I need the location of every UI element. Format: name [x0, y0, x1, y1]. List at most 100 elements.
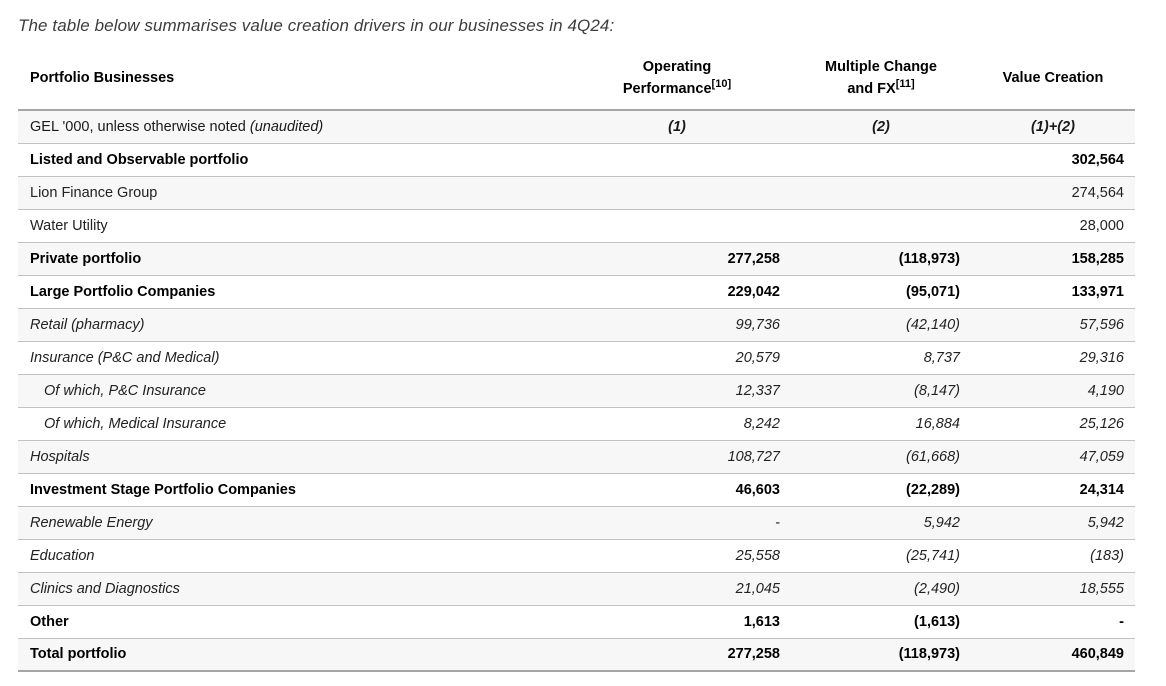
header-row: Portfolio Businesses Operating Performan…: [18, 52, 1135, 111]
table-row: Total portfolio 277,258 (118,973) 460,849: [18, 638, 1135, 672]
cell-operating-performance: 108,727: [563, 440, 791, 474]
cell-business-label: Private portfolio: [18, 242, 563, 276]
table-row: Clinics and Diagnostics 21,045 (2,490) 18,5…: [18, 572, 1135, 606]
cell-multiple-change-fx: 5,942: [791, 506, 971, 540]
cell-multiple-change-fx: [791, 143, 971, 177]
cell-operating-performance: [563, 143, 791, 177]
cell-operating-performance: 46,603: [563, 473, 791, 507]
units-row: GEL '000, unless otherwise noted (unaudi…: [18, 110, 1135, 144]
table-row: Of which, P&C Insurance 12,337 (8,147) 4,19…: [18, 374, 1135, 408]
table-row: Education 25,558 (25,741) (183): [18, 539, 1135, 573]
header-portfolio-businesses: Portfolio Businesses: [18, 52, 563, 111]
header-multiple-change-fx: Multiple Change and FX[11]: [791, 52, 971, 111]
cell-value-creation: 274,564: [971, 176, 1135, 210]
header-value-creation-label: Value Creation: [1002, 69, 1104, 86]
cell-multiple-change-fx: (22,289): [791, 473, 971, 507]
cell-business-label: Education: [18, 539, 563, 573]
cell-operating-performance: -: [563, 506, 791, 540]
footnote-ref-11: [11]: [895, 77, 915, 90]
header-operating-line1: Operating: [642, 59, 712, 76]
cell-value-creation: 460,849: [971, 638, 1135, 672]
header-value-creation: Value Creation: [971, 52, 1135, 111]
cell-business-label: Lion Finance Group: [18, 176, 563, 210]
table-body: GEL '000, unless otherwise noted (unaudi…: [18, 110, 1135, 672]
cell-business-label: Of which, Medical Insurance: [18, 407, 563, 441]
cell-multiple-change-fx: (1,613): [791, 605, 971, 639]
cell-business-label: Large Portfolio Companies: [18, 275, 563, 309]
cell-units-label: GEL '000, unless otherwise noted (unaudi…: [18, 110, 563, 144]
cell-business-label: Clinics and Diagnostics: [18, 572, 563, 606]
cell-operating-performance: 1,613: [563, 605, 791, 639]
table-row: Large Portfolio Companies 229,042 (95,071)…: [18, 275, 1135, 309]
header-portfolio-businesses-label: Portfolio Businesses: [30, 69, 175, 86]
cell-business-label: Investment Stage Portfolio Companies: [18, 473, 563, 507]
units-label-text: GEL '000, unless otherwise noted: [30, 118, 250, 135]
cell-multiple-change-fx: (118,973): [791, 242, 971, 276]
cell-value-creation: 25,126: [971, 407, 1135, 441]
cell-business-label: Insurance (P&C and Medical): [18, 341, 563, 375]
cell-multiple-change-fx: 8,737: [791, 341, 971, 375]
cell-value-creation: 47,059: [971, 440, 1135, 474]
table-header: Portfolio Businesses Operating Performan…: [18, 52, 1135, 111]
table-row: Renewable Energy -5,942 5,942: [18, 506, 1135, 540]
value-creation-table: Portfolio Businesses Operating Performan…: [18, 52, 1135, 672]
cell-value-creation: 133,971: [971, 275, 1135, 309]
cell-value-creation: 57,596: [971, 308, 1135, 342]
cell-business-label: Listed and Observable portfolio: [18, 143, 563, 177]
cell-col3-key: (1)+(2): [971, 110, 1135, 144]
table-row: Insurance (P&C and Medical) 20,579 8,737 29…: [18, 341, 1135, 375]
table-row: Listed and Observable portfolio 302,564: [18, 143, 1135, 177]
cell-col2-key: (2): [791, 110, 971, 144]
table-row: Of which, Medical Insurance 8,242 16,884 25…: [18, 407, 1135, 441]
cell-operating-performance: [563, 209, 791, 243]
cell-value-creation: 158,285: [971, 242, 1135, 276]
cell-business-label: Other: [18, 605, 563, 639]
cell-business-label: Water Utility: [18, 209, 563, 243]
header-operating-line2: Performance: [622, 80, 712, 97]
cell-operating-performance: 12,337: [563, 374, 791, 408]
cell-multiple-change-fx: 16,884: [791, 407, 971, 441]
footnote-ref-10: [10]: [711, 77, 732, 90]
cell-business-label: Total portfolio: [18, 638, 563, 672]
cell-multiple-change-fx: (42,140): [791, 308, 971, 342]
cell-operating-performance: 99,736: [563, 308, 791, 342]
cell-operating-performance: 8,242: [563, 407, 791, 441]
cell-operating-performance: 277,258: [563, 242, 791, 276]
table-row: Investment Stage Portfolio Companies 46,6…: [18, 473, 1135, 507]
cell-operating-performance: 229,042: [563, 275, 791, 309]
cell-value-creation: 302,564: [971, 143, 1135, 177]
cell-value-creation: 18,555: [971, 572, 1135, 606]
units-unaudited-note: (unaudited): [249, 118, 324, 135]
cell-multiple-change-fx: [791, 209, 971, 243]
cell-multiple-change-fx: (95,071): [791, 275, 971, 309]
table-row: Retail (pharmacy) 99,736 (42,140) 57,596: [18, 308, 1135, 342]
cell-multiple-change-fx: (61,668): [791, 440, 971, 474]
cell-value-creation: 5,942: [971, 506, 1135, 540]
cell-business-label: Hospitals: [18, 440, 563, 474]
cell-operating-performance: [563, 176, 791, 210]
cell-value-creation: -: [971, 605, 1135, 639]
cell-operating-performance: 25,558: [563, 539, 791, 573]
intro-text: The table below summarises value creatio…: [18, 16, 615, 35]
cell-multiple-change-fx: (25,741): [791, 539, 971, 573]
cell-value-creation: 4,190: [971, 374, 1135, 408]
cell-business-label: Retail (pharmacy): [18, 308, 563, 342]
table-row: Other 1,613 (1,613) -: [18, 605, 1135, 639]
cell-value-creation: 24,314: [971, 473, 1135, 507]
cell-value-creation: (183): [971, 539, 1135, 573]
cell-value-creation: 29,316: [971, 341, 1135, 375]
table-row: Private portfolio 277,258 (118,973) 158,285: [18, 242, 1135, 276]
cell-multiple-change-fx: (118,973): [791, 638, 971, 672]
cell-operating-performance: 20,579: [563, 341, 791, 375]
header-multiple-line2: and FX: [847, 80, 896, 97]
cell-operating-performance: 21,045: [563, 572, 791, 606]
cell-business-label: Of which, P&C Insurance: [18, 374, 563, 408]
table-row: Water Utility 28,000: [18, 209, 1135, 243]
cell-multiple-change-fx: (8,147): [791, 374, 971, 408]
cell-business-label: Renewable Energy: [18, 506, 563, 540]
cell-operating-performance: 277,258: [563, 638, 791, 672]
cell-multiple-change-fx: (2,490): [791, 572, 971, 606]
table-row: Lion Finance Group 274,564: [18, 176, 1135, 210]
header-multiple-line1: Multiple Change: [825, 59, 937, 76]
